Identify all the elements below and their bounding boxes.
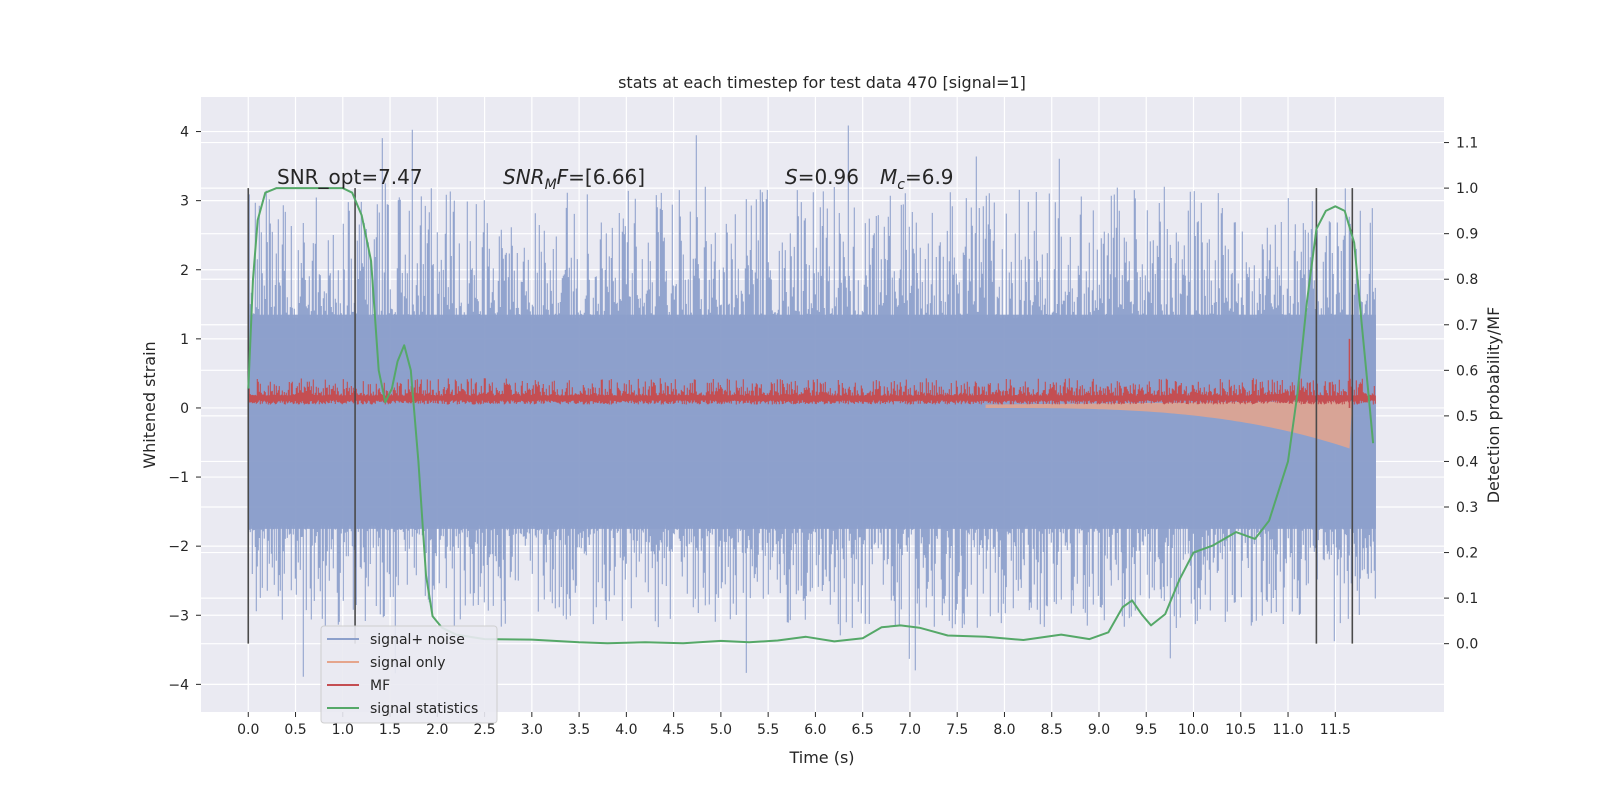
x-tick-label: 6.0 (804, 722, 826, 738)
x-tick-label: 4.0 (615, 722, 637, 738)
snr-mf-value: =[6.66] (568, 165, 645, 189)
y-tick-label: 0 (180, 401, 189, 417)
x-tick-label: 1.5 (379, 722, 401, 738)
s-value: =0.96 (798, 165, 859, 189)
y2-axis-label: Detection probability/MF (1484, 307, 1503, 504)
x-tick-label: 11.0 (1272, 722, 1303, 738)
snr-mf-f: F (557, 165, 569, 189)
y2-tick-label: 0.5 (1456, 409, 1478, 425)
y-axis-label: Whitened strain (140, 341, 159, 468)
x-tick-label: 11.5 (1320, 722, 1351, 738)
legend-label-signal-noise: signal+ noise (370, 632, 465, 648)
signal-statistics-line (247, 187, 1375, 645)
y2-tick-label: 0.1 (1456, 591, 1478, 607)
snr-mf-symbol: SNR (503, 165, 545, 189)
legend-box (320, 625, 498, 724)
legend-label-signal-only: signal only (370, 655, 445, 671)
vertical-markers (247, 188, 1354, 644)
x-tick-label: 9.5 (1135, 722, 1157, 738)
y-tick-label: 4 (180, 125, 189, 141)
x-tick-label: 5.0 (710, 722, 732, 738)
signal-only-wedge (985, 401, 1353, 449)
legend-label-signal-statistics: signal statistics (370, 701, 478, 717)
x-tick-label: 3.0 (521, 722, 543, 738)
y-tick-label: 2 (180, 263, 189, 279)
y-axis-ticks: 4 3 2 1 0 −1 −2 −3 −4 (168, 125, 201, 693)
chart-title: stats at each timestep for test data 470… (618, 73, 1026, 92)
y-tick-label: −2 (168, 539, 189, 555)
x-tick-label: 10.5 (1225, 722, 1256, 738)
signal-noise-series (247, 125, 1376, 677)
signal-only-series (985, 401, 1353, 449)
legend: signal+ noise signal only MF signal stat… (320, 625, 498, 724)
x-tick-label: 2.0 (426, 722, 448, 738)
y-tick-label: 1 (180, 332, 189, 348)
annotation-snr-mf: SNRMF=[6.66] (503, 165, 645, 193)
mc-value: =6.9 (905, 165, 954, 189)
s-symbol: S (785, 165, 798, 189)
annotation-snr-opt: SNR_opt=7.47 (277, 165, 423, 189)
x-tick-label: 4.5 (662, 722, 684, 738)
legend-label-mf: MF (370, 678, 390, 694)
y-tick-label: −3 (168, 608, 189, 624)
x-tick-label: 2.5 (473, 722, 495, 738)
signal-statistics-series (247, 187, 1375, 645)
x-tick-label: 0.0 (237, 722, 259, 738)
annotation-s: S=0.96 (785, 165, 859, 189)
y2-tick-label: 0.3 (1456, 500, 1478, 516)
x-tick-label: 5.5 (757, 722, 779, 738)
x-axis-ticks: 0.0 0.5 1.0 1.5 2.0 2.5 3.0 3.5 4.0 4.5 5.0 5.5 6.0 6… (237, 712, 1351, 738)
y2-tick-label: 0.7 (1456, 318, 1478, 334)
x-tick-label: 7.0 (899, 722, 921, 738)
snr-mf-subscript: M (545, 177, 557, 193)
y2-tick-label: 1.0 (1456, 181, 1478, 197)
y2-axis-ticks: 1.1 1.0 0.9 0.8 0.7 0.6 0.5 0.4 0.3 0.2 0.1 0.0 (1444, 136, 1478, 653)
y2-tick-label: 1.1 (1456, 136, 1478, 152)
y-tick-label: −1 (168, 470, 189, 486)
y2-tick-label: 0.4 (1456, 454, 1478, 470)
x-tick-label: 10.0 (1178, 722, 1209, 738)
x-axis-label: Time (s) (788, 748, 854, 767)
x-tick-label: 3.5 (568, 722, 590, 738)
annotation-mc: Mc=6.9 (880, 165, 954, 193)
mc-subscript: c (897, 177, 905, 193)
y2-tick-label: 0.2 (1456, 546, 1478, 562)
y2-tick-label: 0.6 (1456, 363, 1478, 379)
y-tick-label: 3 (180, 194, 189, 210)
x-tick-label: 7.5 (946, 722, 968, 738)
x-tick-label: 1.0 (332, 722, 354, 738)
x-tick-label: 9.0 (1088, 722, 1110, 738)
mc-symbol: M (880, 165, 897, 189)
x-tick-label: 0.5 (284, 722, 306, 738)
y-tick-label: −4 (168, 677, 189, 693)
x-tick-label: 6.5 (852, 722, 874, 738)
y2-tick-label: 0.0 (1456, 637, 1478, 653)
y2-tick-label: 0.8 (1456, 272, 1478, 288)
x-tick-label: 8.0 (993, 722, 1015, 738)
x-tick-label: 8.5 (1041, 722, 1063, 738)
y2-tick-label: 0.9 (1456, 227, 1478, 243)
